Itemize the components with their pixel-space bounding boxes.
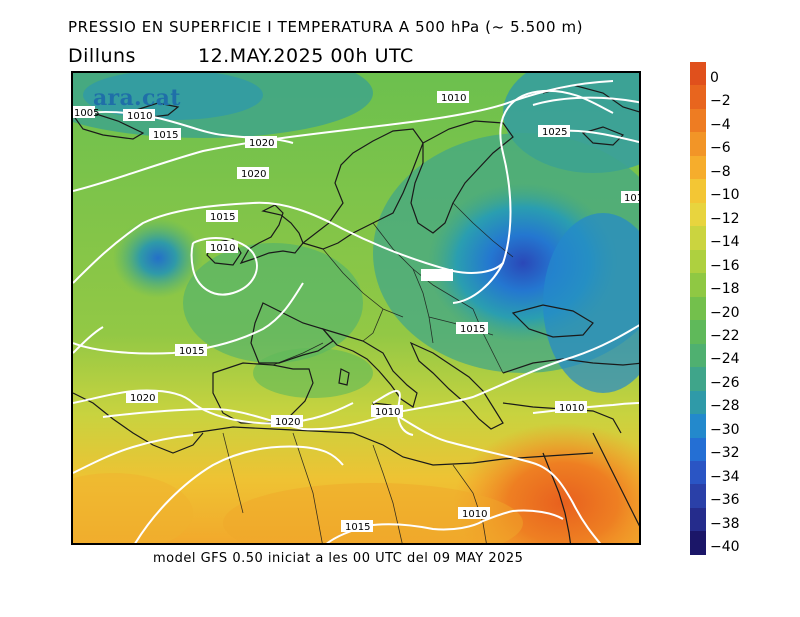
colorbar-label: −2 [710,93,731,110]
isobar-label: 1010 [462,509,487,520]
colorbar-label: −6 [710,140,731,157]
isobar-label: 1015 [345,522,370,533]
colorbar-label: −36 [710,492,740,509]
colorbar-segment [690,62,706,86]
colorbar-segment [690,85,706,109]
isobar-label: 1020 [130,393,155,404]
colorbar-segment [690,179,706,203]
colorbar-segment [690,132,706,156]
colorbar-segment [690,507,706,532]
isobar-label: 1010 [441,93,466,104]
isobar-label: 1020 [249,138,274,149]
colorbar-label: −18 [710,281,740,298]
isobar-label: 1020 [241,169,266,180]
map-canvas: 1005 1010 1015 1020 1020 1015 1010 1015 … [73,73,641,543]
forecast-datetime: 12.MAY.2025 00h UTC [198,45,414,67]
colorbar-segment [690,226,706,250]
colorbar-segment [690,367,706,391]
isobar-label: 1005 [74,108,99,119]
isobar-label: 1015 [153,130,178,141]
colorbar-label: −16 [710,257,740,274]
aracat-logo: ara.cat [93,85,181,111]
colorbar-label: −20 [710,304,740,321]
isobar-label: 1010 [624,193,641,204]
model-run-info: model GFS 0.50 iniciat a les 00 UTC del … [153,551,524,566]
forecast-day: Dilluns [68,45,136,67]
colorbar-label: −8 [710,163,731,180]
colorbar-label: −40 [710,539,740,556]
colorbar-label: −38 [710,515,740,532]
isobar-label: 1010 [210,243,235,254]
colorbar-label: −34 [710,468,740,485]
colorbar-segment [690,249,706,274]
colorbar-label: −14 [710,234,740,251]
colorbar-segment [690,437,706,461]
temperature-colorbar [690,62,706,555]
colorbar-segment [690,414,706,438]
isobar-label: 1010 [375,407,400,418]
colorbar-label: −12 [710,210,740,227]
isobar-label: 1025 [542,127,567,138]
colorbar-label: −32 [710,445,740,462]
colorbar-label: −30 [710,421,740,438]
isobar-label: 1015 [460,324,485,335]
isobar-label: 1010 [127,111,152,122]
colorbar-segment [690,460,706,485]
colorbar-segment [690,296,706,321]
isobar-label: 1015 [179,346,204,357]
colorbar-segment [690,320,706,344]
colorbar-segment [690,202,706,227]
colorbar-segment [690,343,706,368]
colorbar-segment [690,155,706,180]
colorbar-label: −28 [710,398,740,415]
isobar-label: 1020 [275,417,300,428]
colorbar-segment [690,531,706,555]
colorbar-label: −26 [710,374,740,391]
colorbar-segment [690,108,706,133]
colorbar-label: −10 [710,187,740,204]
forecast-time: Dilluns 12.MAY.2025 00h UTC [68,45,414,67]
map-title: PRESSIO EN SUPERFICIE I TEMPERATURA A 50… [68,18,584,36]
isobar-label: 1010 [559,403,584,414]
isobar-label: 1015 [210,212,235,223]
weather-map: 1005 1010 1015 1020 1020 1015 1010 1015 … [71,71,641,545]
colorbar-label: −22 [710,327,740,344]
colorbar-label: 0 [710,69,719,86]
colorbar-segment [690,390,706,415]
isobar-labels: 1005 1010 1015 1020 1020 1015 1010 1015 … [73,91,641,533]
colorbar-segment [690,484,706,508]
colorbar-label: −24 [710,351,740,368]
colorbar-segment [690,273,706,297]
colorbar-label: −4 [710,116,731,133]
